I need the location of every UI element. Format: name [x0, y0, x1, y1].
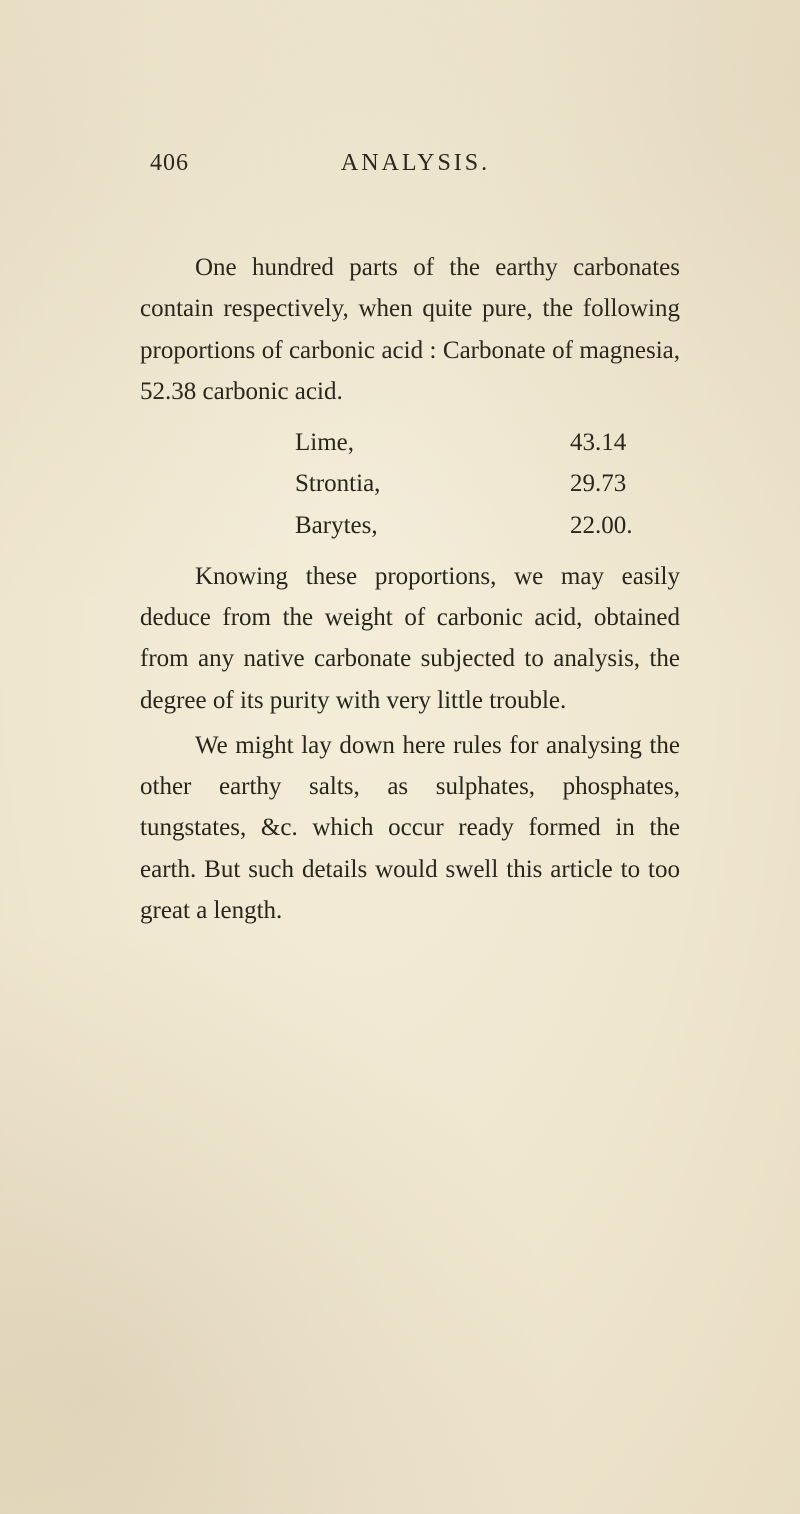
paragraph: One hundred parts of the earthy carbo­na… — [140, 247, 680, 412]
row-value: 22.00. — [570, 505, 680, 546]
page-body: One hundred parts of the earthy carbo­na… — [140, 247, 680, 931]
row-label: Lime, — [140, 422, 570, 463]
row-label: Barytes, — [140, 505, 570, 546]
table-row: Strontia, 29.73 — [140, 463, 680, 504]
row-label: Strontia, — [140, 463, 570, 504]
values-table: Lime, 43.14 Strontia, 29.73 Barytes, 22.… — [140, 422, 680, 546]
running-title: ANALYSIS. — [341, 150, 490, 177]
page-number: 406 — [150, 150, 189, 177]
table-row: Lime, 43.14 — [140, 422, 680, 463]
scanned-page: 406 ANALYSIS. One hundred parts of the e… — [0, 0, 800, 1514]
paragraph: Knowing these proportions, we may easily… — [140, 556, 680, 721]
row-value: 43.14 — [570, 422, 680, 463]
table-row: Barytes, 22.00. — [140, 505, 680, 546]
page-header: 406 ANALYSIS. — [150, 150, 670, 177]
paragraph: We might lay down here rules for analy­s… — [140, 725, 680, 931]
row-value: 29.73 — [570, 463, 680, 504]
header-spacer — [642, 150, 670, 177]
